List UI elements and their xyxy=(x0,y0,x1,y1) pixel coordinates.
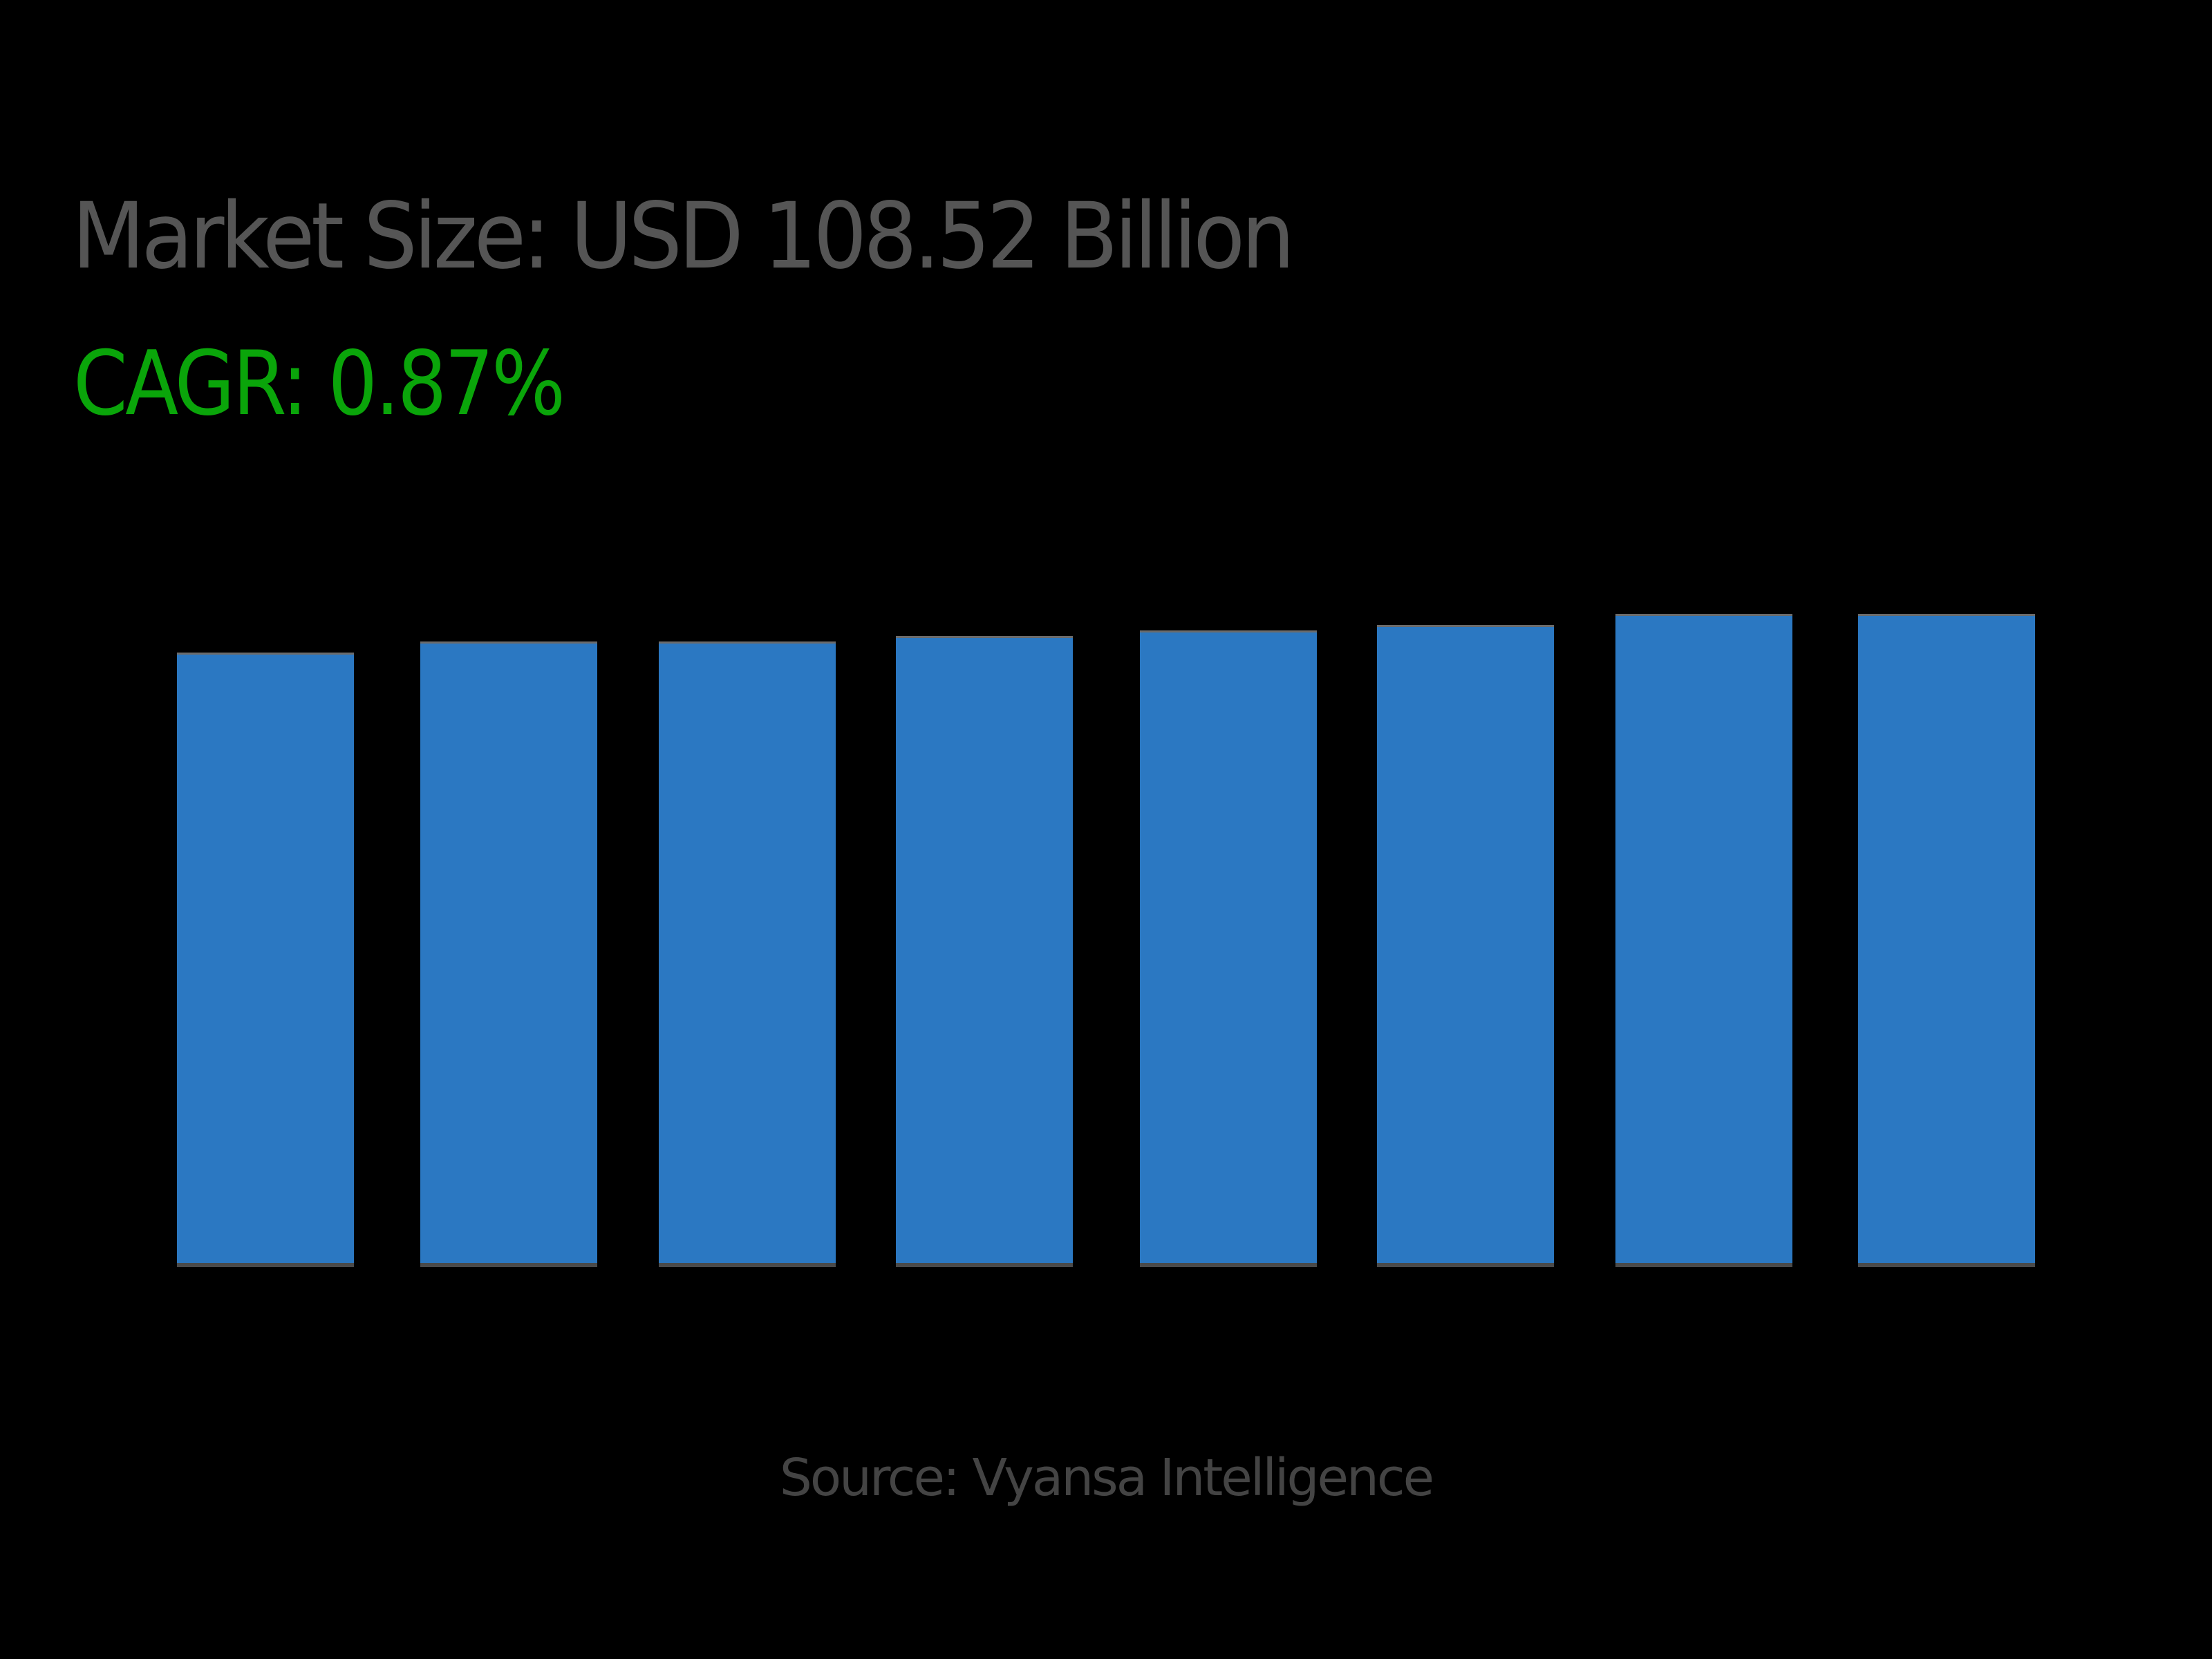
bar xyxy=(659,641,836,1263)
bar xyxy=(1140,630,1317,1263)
bar-baseline xyxy=(1140,1263,1317,1267)
source-label: Source: Vyansa Intelligence xyxy=(779,1448,1434,1508)
bar xyxy=(1858,614,2035,1263)
bar xyxy=(177,653,354,1263)
bar xyxy=(1615,614,1792,1263)
market-size-headline: Market Size: USD 108.52 Billion xyxy=(72,183,1295,290)
bar-baseline xyxy=(1858,1263,2035,1267)
bar-baseline xyxy=(420,1263,597,1267)
bar xyxy=(420,641,597,1263)
bar-baseline xyxy=(1377,1263,1554,1267)
bar xyxy=(1377,625,1554,1263)
bar-baseline xyxy=(177,1263,354,1267)
bar-baseline xyxy=(1615,1263,1792,1267)
bar-baseline xyxy=(659,1263,836,1267)
bar xyxy=(896,636,1073,1263)
bar-baseline xyxy=(896,1263,1073,1267)
cagr-label: CAGR: 0.87% xyxy=(73,332,565,435)
